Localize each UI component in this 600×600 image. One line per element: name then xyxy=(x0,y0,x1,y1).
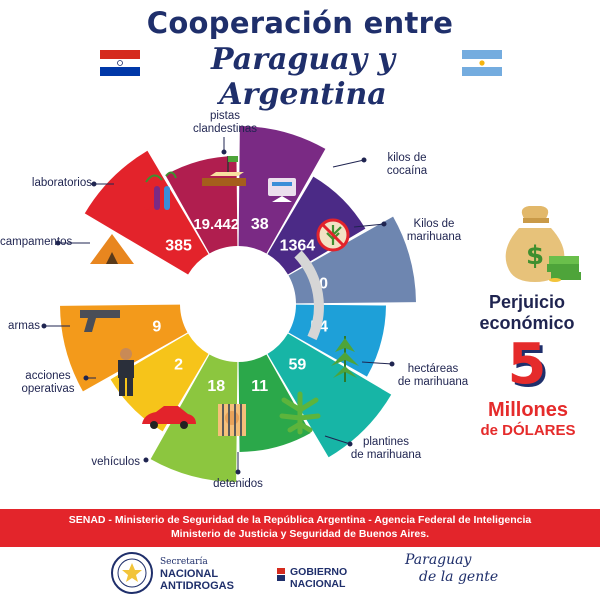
wheel-value-9: 2 xyxy=(174,356,183,373)
label-vehiculos: vehículos xyxy=(91,456,140,468)
wheel-segment-3 xyxy=(267,176,366,275)
paraguay-de-la-gente-logo: Paraguay de la gente xyxy=(405,552,499,585)
label-kilos-cocaina: kilos de cocaína xyxy=(386,152,428,177)
wheel-value-8: 18 xyxy=(207,378,225,395)
gobierno-nacional-logo: GOBIERNO NACIONAL xyxy=(290,566,348,590)
label-armas: armas xyxy=(8,320,40,332)
partners-line1: SENAD - Ministerio de Seguridad de la Re… xyxy=(68,514,532,526)
partners-line2: Ministerio de Justicia y Seguridad de Bu… xyxy=(170,528,430,540)
argentina-flag-icon xyxy=(462,50,502,76)
label-hectareas: hectáreas de marihuana xyxy=(397,363,469,388)
label-laboratorios: laboratorios xyxy=(31,177,92,189)
car-icon xyxy=(142,406,196,429)
label-kilos-marihuana: Kilos de marihuana xyxy=(406,218,462,243)
lab-tubes-icon xyxy=(144,171,177,210)
perjuicio-amount: 5 xyxy=(507,332,547,397)
wheel-segment-0 xyxy=(84,150,209,275)
wheel-value-2: 38 xyxy=(251,216,269,233)
label-acciones-operativas: acciones operativas xyxy=(21,370,75,395)
label-detenidos: detenidos xyxy=(213,478,263,490)
tent-icon xyxy=(90,234,134,264)
wheel-value-1: 19.442 xyxy=(193,216,239,233)
officer-icon xyxy=(118,348,134,396)
no-marijuana-icon xyxy=(316,218,350,252)
title-line1: Cooperación entre xyxy=(146,6,454,40)
marijuana-plant-icon xyxy=(331,336,359,382)
wheel-value-0: 385 xyxy=(165,238,192,255)
partners-banner: SENAD - Ministerio de Seguridad de la Re… xyxy=(0,509,600,547)
senad-seal-icon xyxy=(111,552,153,594)
wheel-value-7: 11 xyxy=(251,378,268,395)
label-campamentos: campamentos xyxy=(0,236,73,248)
wheel-segment-4 xyxy=(288,216,416,304)
label-pistas-clandestinas: pistas clandestinas xyxy=(193,110,257,135)
wheel-value-3: 1364 xyxy=(280,238,316,255)
marijuana-leaf-icon xyxy=(279,391,321,435)
perjuicio-unit: Millones xyxy=(487,399,568,421)
wheel-value-10: 9 xyxy=(152,319,161,336)
cocaine-icon xyxy=(268,178,296,202)
wheel-segment-9 xyxy=(110,333,209,432)
gobierno-mark-icon xyxy=(277,568,285,581)
svg-text:$: $ xyxy=(526,241,544,271)
wheel-gap-ring xyxy=(294,250,324,341)
paraguay-flag-icon xyxy=(100,50,140,76)
perjuicio-currency: de DÓLARES xyxy=(480,422,576,439)
wheel-segment-6 xyxy=(267,333,392,458)
wheel-value-6: 59 xyxy=(288,356,306,373)
airstrip-icon xyxy=(202,156,246,186)
gun-icon xyxy=(80,310,120,332)
title-line2: Paraguay y Argentina xyxy=(211,42,395,112)
detainee-icon xyxy=(218,404,246,436)
money-bag-icon: $ xyxy=(505,206,581,282)
label-plantines: plantines de marihuana xyxy=(350,436,422,461)
perjuicio-heading: Perjuicio económico xyxy=(479,292,575,333)
wheel-center xyxy=(181,247,295,361)
leader-lines xyxy=(41,137,395,475)
senad-logo-text: Secretaría NACIONAL ANTIDROGAS xyxy=(160,557,234,592)
